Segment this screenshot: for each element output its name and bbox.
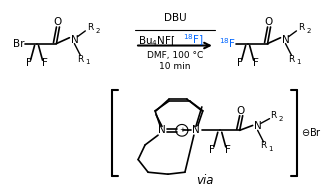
Text: $\ominus$Br: $\ominus$Br [301, 126, 322, 138]
Text: O: O [265, 17, 273, 27]
Text: R: R [77, 55, 83, 64]
Text: F: F [42, 58, 47, 68]
Text: O: O [237, 106, 245, 116]
Text: 2: 2 [306, 28, 311, 34]
Text: O: O [53, 17, 61, 27]
Text: F: F [237, 58, 243, 68]
Text: $^{18}$F: $^{18}$F [219, 37, 236, 50]
Text: F: F [26, 58, 32, 68]
Text: via: via [196, 174, 213, 187]
Text: N: N [158, 125, 166, 135]
Text: F: F [209, 145, 215, 155]
Text: $^{18}$F]: $^{18}$F] [183, 33, 204, 48]
Text: 2: 2 [95, 28, 100, 34]
Text: R: R [298, 23, 304, 33]
Text: Bu$_4$NF[: Bu$_4$NF[ [138, 34, 176, 48]
Text: DMF, 100 °C: DMF, 100 °C [147, 51, 203, 60]
Text: Br: Br [13, 39, 24, 49]
Text: R: R [289, 55, 294, 64]
Text: 1: 1 [268, 146, 273, 152]
Text: +: + [179, 127, 185, 133]
Text: R: R [271, 111, 277, 120]
Text: N: N [70, 35, 78, 45]
Text: N: N [254, 121, 262, 131]
Text: 2: 2 [278, 116, 283, 122]
Text: 1: 1 [296, 59, 301, 65]
Text: N: N [282, 35, 290, 45]
Text: F: F [253, 58, 259, 68]
Text: R: R [87, 23, 93, 33]
Text: N: N [192, 125, 200, 135]
Text: DBU: DBU [164, 13, 186, 23]
Text: 1: 1 [85, 59, 90, 65]
Text: F: F [225, 145, 231, 155]
Text: 10 min: 10 min [159, 62, 191, 71]
Text: R: R [261, 141, 267, 150]
